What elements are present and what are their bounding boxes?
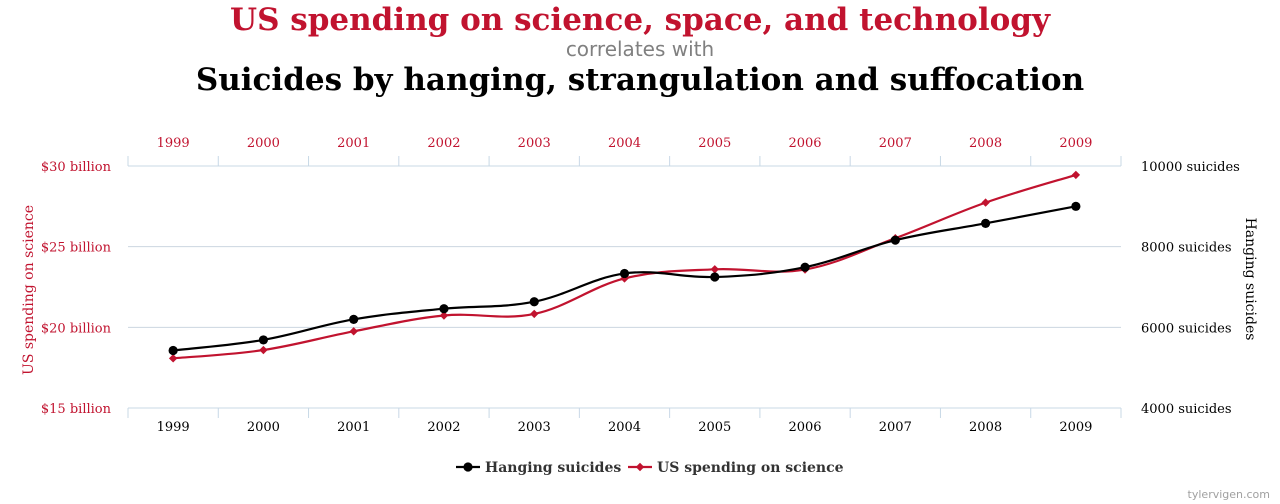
right-y-tick-label: 6000 suicides <box>1141 321 1232 336</box>
left-y-tick-label: $25 billion <box>41 241 112 256</box>
bottom-x-tick-label: 2008 <box>969 420 1002 435</box>
top-x-tick-label: 2002 <box>427 136 460 151</box>
bottom-x-tick-label: 1999 <box>157 420 190 435</box>
bottom-x-tick-label: 2007 <box>879 420 912 435</box>
top-x-tick-label: 2006 <box>788 136 821 151</box>
science-data-point <box>530 309 539 319</box>
hanging-data-point <box>710 272 720 282</box>
hanging-data-point <box>890 235 900 245</box>
hanging-data-point <box>349 314 359 324</box>
bottom-x-tick-label: 2000 <box>247 420 280 435</box>
hanging-data-point <box>800 262 810 272</box>
bottom-x-tick-label: 2009 <box>1059 420 1092 435</box>
hanging-data-point <box>529 297 539 307</box>
hanging-data-point <box>258 335 269 345</box>
left-y-tick-label: $30 billion <box>41 160 112 175</box>
bottom-x-tick-label: 2006 <box>788 420 821 435</box>
top-x-tick-label: 2000 <box>247 136 280 151</box>
hanging-data-point <box>168 345 178 356</box>
bottom-x-tick-label: 2005 <box>698 420 731 435</box>
science-data-point <box>168 354 178 363</box>
legend-hanging-marker <box>463 462 473 472</box>
legend-science-label: US spending on science <box>657 460 844 476</box>
science-data-point <box>710 265 719 274</box>
science-data-point <box>1071 170 1081 180</box>
left-y-tick-label: $20 billion <box>41 321 112 336</box>
bottom-x-tick-label: 2001 <box>337 420 370 435</box>
science-data-point <box>259 345 268 355</box>
left-y-tick-label: $15 billion <box>41 402 112 417</box>
right-axis-title: Hanging suicides <box>1242 218 1258 341</box>
hanging-data-point <box>619 268 630 279</box>
hanging-data-point <box>980 218 991 228</box>
hanging-data-point <box>1071 201 1081 211</box>
top-x-tick-label: 2009 <box>1059 136 1092 151</box>
chart-title-primary: US spending on science, space, and techn… <box>230 2 1050 38</box>
top-x-tick-label: 1999 <box>157 136 190 151</box>
legend-science-marker <box>635 462 645 472</box>
bottom-x-tick-label: 2004 <box>608 420 641 435</box>
legend-hanging-label: Hanging suicides <box>485 460 621 476</box>
science-series-line <box>173 173 1077 360</box>
left-axis-title: US spending on science <box>21 205 37 375</box>
top-x-tick-label: 2005 <box>698 136 731 151</box>
bottom-x-tick-label: 2003 <box>518 420 551 435</box>
chart-title-connector: correlates with <box>565 37 715 61</box>
top-x-tick-label: 2003 <box>518 136 551 151</box>
top-x-tick-label: 2001 <box>337 136 370 151</box>
right-y-tick-label: 8000 suicides <box>1141 241 1232 256</box>
bottom-x-tick-label: 2002 <box>427 420 460 435</box>
source-credit: tylervigen.com <box>1187 488 1270 501</box>
top-x-tick-label: 2004 <box>608 136 641 151</box>
right-y-tick-label: 10000 suicides <box>1141 160 1240 175</box>
top-x-tick-label: 2008 <box>969 136 1002 151</box>
chart-title-secondary: Suicides by hanging, strangulation and s… <box>195 62 1085 98</box>
right-y-tick-label: 4000 suicides <box>1141 402 1232 417</box>
top-x-tick-label: 2007 <box>879 136 912 151</box>
science-data-point <box>439 311 449 320</box>
hanging-data-point <box>439 304 449 314</box>
science-data-point <box>981 198 990 207</box>
science-data-point <box>349 327 358 336</box>
